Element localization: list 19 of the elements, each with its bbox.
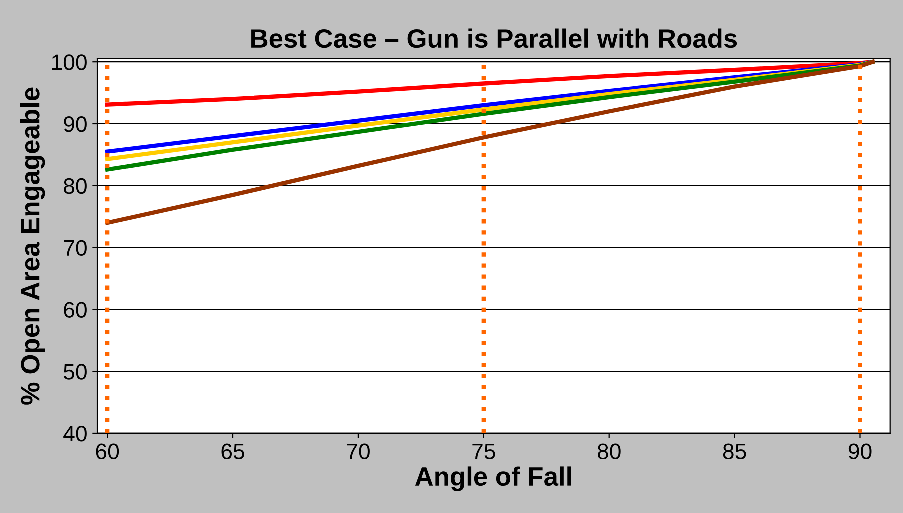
y-tick-label: 70 xyxy=(64,240,87,256)
y-tick-label: 90 xyxy=(64,116,87,132)
x-tick-label: 85 xyxy=(723,444,746,460)
x-tick-label: 70 xyxy=(347,444,370,460)
x-tick-label: 60 xyxy=(96,444,120,460)
y-tick-label: 100 xyxy=(52,54,87,70)
y-tick-label: 40 xyxy=(64,426,87,442)
y-tick-label: 50 xyxy=(64,364,87,380)
x-tick-label: 80 xyxy=(598,444,621,460)
line-series xyxy=(105,60,875,226)
chart-title: Best Case – Gun is Parallel with Roads xyxy=(252,28,738,48)
y-axis-title: % Open Area Engageable xyxy=(20,88,46,405)
y-tick-label: 80 xyxy=(64,178,87,194)
x-tick-label: 90 xyxy=(848,444,872,460)
line-series xyxy=(105,60,875,107)
x-axis-title: Angle of Fall xyxy=(415,466,572,492)
x-tick-label: 75 xyxy=(472,444,496,460)
y-tick-label: 60 xyxy=(64,302,87,318)
x-tick-label: 65 xyxy=(222,444,244,460)
